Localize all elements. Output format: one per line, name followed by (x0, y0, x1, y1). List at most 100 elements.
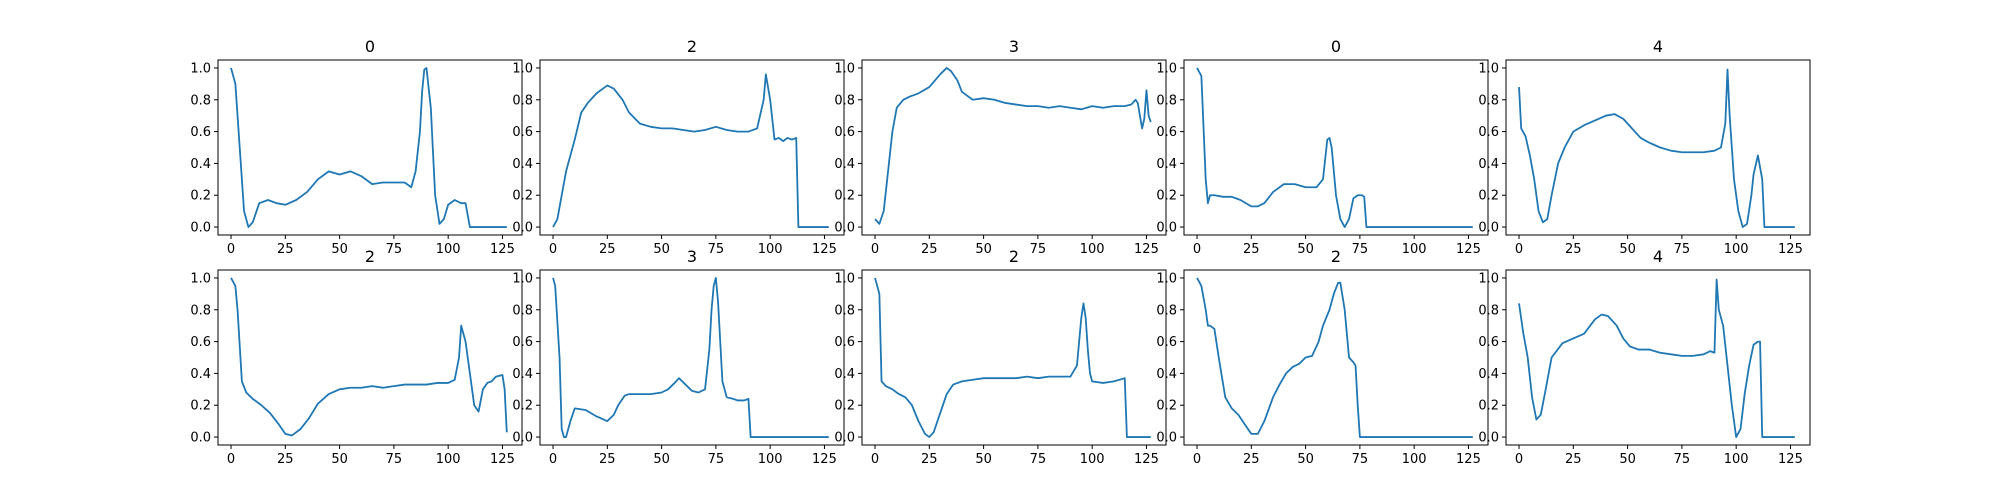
y-tick-label: 0.2 (512, 399, 533, 414)
y-tick-label: 1.0 (1156, 61, 1177, 76)
axes-frame (217, 59, 523, 236)
x-tick-label: 50 (975, 452, 992, 467)
y-tick-label: 0.8 (1478, 93, 1499, 108)
y-tick-label: 0.8 (1478, 303, 1499, 318)
y-tick-label: 1.0 (190, 271, 211, 286)
x-tick-label: 0 (1193, 242, 1201, 257)
subplot-10: 4 0 25 50 75 100 125 0.0 0.2 0.4 0.6 0.8 1.0 (1478, 247, 1811, 467)
y-tick-label: 0.0 (1156, 431, 1177, 446)
x-tick-label: 125 (812, 242, 837, 257)
y-tick-label: 1.0 (1478, 271, 1499, 286)
subplot-4: 0 0 25 50 75 100 125 0.0 0.2 0.4 0.6 0.8 1.0 (1156, 37, 1489, 257)
x-tick-label: 125 (1778, 242, 1803, 257)
y-tick-label: 0.0 (512, 431, 533, 446)
y-tick-label: 0.6 (190, 125, 211, 140)
x-tick-label: 0 (871, 242, 879, 257)
series-line (1518, 68, 1795, 228)
series-line (552, 73, 829, 228)
series-line (552, 277, 829, 438)
subplot-2: 2 0 25 50 75 100 125 0.0 0.2 0.4 0.6 0.8 1.0 (512, 37, 845, 257)
y-tick-label: 0.6 (190, 335, 211, 350)
subplot-title: 4 (1653, 37, 1663, 56)
x-tick-label: 0 (549, 242, 557, 257)
y-tick-label: 0.8 (834, 93, 855, 108)
y-tick-label: 0.6 (834, 335, 855, 350)
y-tick-label: 0.0 (190, 221, 211, 236)
axes-frame (539, 59, 845, 236)
axes-frame (1505, 269, 1811, 446)
y-tick-label: 1.0 (512, 271, 533, 286)
series-line (874, 67, 1152, 225)
y-tick-label: 1.0 (512, 61, 533, 76)
y-tick-label: 0.4 (512, 367, 533, 382)
y-tick-label: 0.2 (190, 399, 211, 414)
axes-frame (1505, 59, 1811, 236)
x-tick-label: 0 (227, 452, 235, 467)
x-tick-label: 100 (436, 452, 461, 467)
y-tick-label: 0.0 (512, 221, 533, 236)
x-tick-label: 100 (436, 242, 461, 257)
y-tick-label: 0.8 (1156, 303, 1177, 318)
y-tick-label: 0.8 (190, 303, 211, 318)
x-tick-label: 0 (1515, 242, 1523, 257)
x-tick-label: 75 (1030, 242, 1047, 257)
x-tick-label: 25 (1243, 242, 1260, 257)
x-tick-label: 125 (1778, 452, 1803, 467)
subplot-title: 3 (1009, 37, 1019, 56)
y-tick-label: 0.6 (512, 335, 533, 350)
y-tick-label: 0.2 (834, 189, 855, 204)
series-line (230, 67, 507, 228)
x-tick-label: 25 (599, 452, 616, 467)
series-line (874, 277, 1151, 438)
axes-frame (1183, 269, 1489, 446)
y-tick-label: 1.0 (834, 61, 855, 76)
x-tick-label: 0 (227, 242, 235, 257)
x-tick-label: 50 (975, 242, 992, 257)
y-tick-label: 0.8 (190, 93, 211, 108)
y-tick-label: 0.8 (1156, 93, 1177, 108)
y-tick-label: 0.6 (1156, 125, 1177, 140)
y-tick-label: 0.4 (834, 157, 855, 172)
x-tick-label: 50 (1619, 452, 1636, 467)
x-tick-label: 25 (599, 242, 616, 257)
y-tick-label: 0.2 (1156, 399, 1177, 414)
y-tick-label: 0.4 (190, 157, 211, 172)
y-tick-label: 0.0 (834, 431, 855, 446)
axes-frame (861, 59, 1167, 236)
y-tick-label: 0.2 (1478, 399, 1499, 414)
x-tick-label: 75 (1674, 242, 1691, 257)
y-tick-label: 1.0 (834, 271, 855, 286)
subplot-title: 0 (365, 37, 375, 56)
y-tick-label: 0.8 (834, 303, 855, 318)
x-tick-label: 0 (549, 452, 557, 467)
subplot-title: 0 (1331, 37, 1341, 56)
x-tick-label: 25 (921, 242, 938, 257)
x-tick-label: 100 (1724, 452, 1749, 467)
y-tick-label: 0.2 (190, 189, 211, 204)
y-tick-label: 1.0 (1156, 271, 1177, 286)
x-tick-label: 125 (490, 452, 515, 467)
y-tick-label: 0.0 (834, 221, 855, 236)
axes-frame (1183, 59, 1489, 236)
y-tick-label: 0.2 (1478, 189, 1499, 204)
subplot-9: 2 0 25 50 75 100 125 0.0 0.2 0.4 0.6 0.8 1.0 (1156, 247, 1489, 467)
series-line (1196, 67, 1473, 228)
x-tick-label: 100 (1080, 452, 1105, 467)
subplot-title: 2 (687, 37, 697, 56)
subplot-5: 4 0 25 50 75 100 125 0.0 0.2 0.4 0.6 0.8 1.0 (1478, 37, 1811, 257)
x-tick-label: 75 (386, 242, 403, 257)
x-tick-label: 75 (708, 452, 725, 467)
subplot-title: 3 (687, 247, 697, 266)
x-tick-label: 125 (490, 242, 515, 257)
y-tick-label: 0.2 (512, 189, 533, 204)
y-tick-label: 1.0 (1478, 61, 1499, 76)
x-tick-label: 75 (708, 242, 725, 257)
axes-frame (861, 269, 1167, 446)
x-tick-label: 100 (758, 242, 783, 257)
x-tick-label: 25 (1565, 452, 1582, 467)
x-tick-label: 25 (921, 452, 938, 467)
x-tick-label: 125 (1456, 452, 1481, 467)
y-tick-label: 0.0 (1156, 221, 1177, 236)
x-tick-label: 25 (277, 242, 294, 257)
y-tick-label: 0.0 (190, 431, 211, 446)
